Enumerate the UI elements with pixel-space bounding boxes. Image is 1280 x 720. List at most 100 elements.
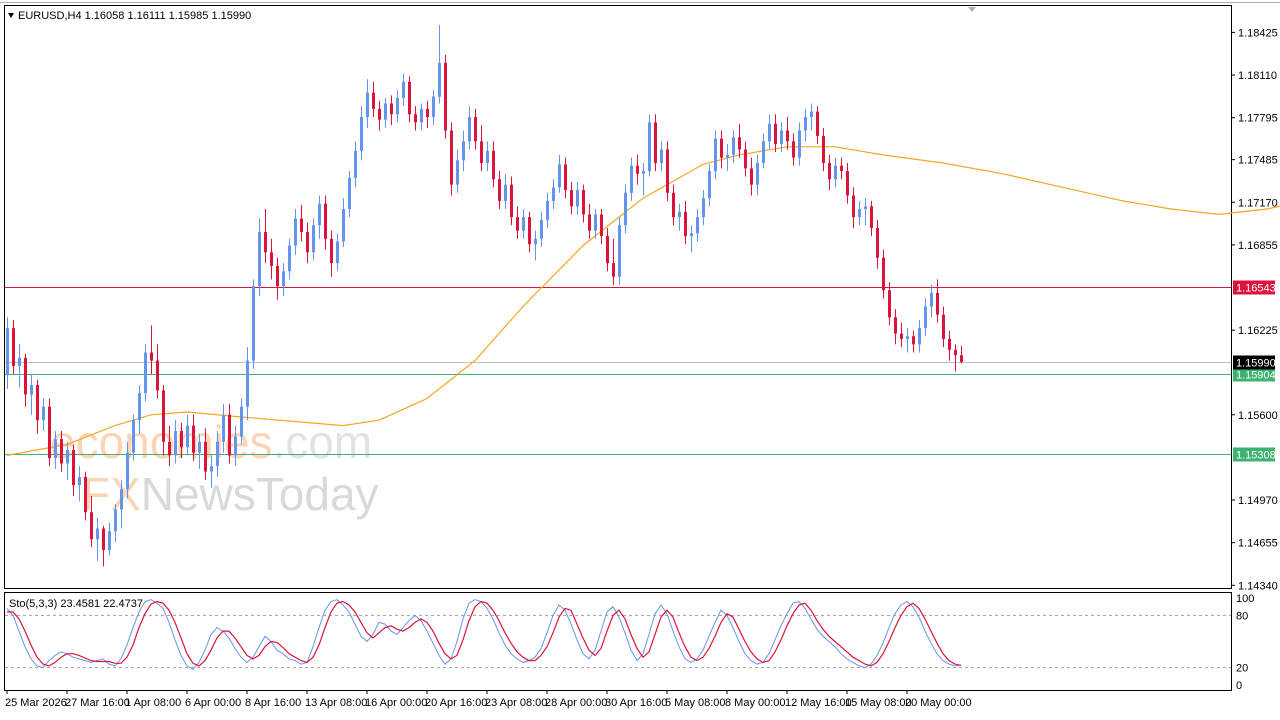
candle bbox=[540, 211, 543, 247]
candle bbox=[546, 192, 549, 228]
candle-body bbox=[942, 314, 945, 339]
candle bbox=[30, 374, 33, 415]
candle-body bbox=[192, 425, 195, 453]
stochastic-scale-label: 100 bbox=[1236, 593, 1254, 605]
candle bbox=[378, 100, 381, 131]
candle bbox=[420, 103, 423, 131]
candle-body bbox=[948, 338, 951, 350]
candle bbox=[624, 184, 627, 234]
level-label-box bbox=[1233, 447, 1275, 462]
candle-body bbox=[30, 384, 33, 395]
candle-body bbox=[618, 225, 621, 277]
candle-body bbox=[876, 227, 879, 258]
candle bbox=[618, 217, 621, 285]
candle bbox=[342, 198, 345, 247]
candle-body bbox=[462, 141, 465, 161]
candle bbox=[798, 122, 801, 166]
dropdown-triangle-icon[interactable] bbox=[8, 13, 14, 18]
candle bbox=[762, 133, 765, 169]
candle bbox=[552, 179, 555, 210]
candle bbox=[348, 171, 351, 218]
candle bbox=[630, 157, 633, 201]
candle bbox=[588, 203, 591, 239]
candle bbox=[246, 347, 249, 421]
candle-body bbox=[606, 236, 609, 264]
candle bbox=[156, 344, 159, 399]
price-tick-label: 1.14340 bbox=[1238, 580, 1278, 592]
candle bbox=[366, 79, 369, 128]
candle-body bbox=[228, 414, 231, 456]
candle bbox=[876, 219, 879, 269]
candle-body bbox=[594, 214, 597, 231]
candle bbox=[48, 398, 51, 467]
time-tick-label: 6 Apr 00:00 bbox=[185, 697, 241, 709]
candle bbox=[786, 116, 789, 150]
candle-body bbox=[900, 333, 903, 339]
candle-body bbox=[360, 116, 363, 151]
candle-body bbox=[642, 171, 645, 174]
candle-body bbox=[252, 286, 255, 361]
time-tick-label: 20 May 00:00 bbox=[905, 697, 972, 709]
candle-body bbox=[486, 150, 489, 164]
candle bbox=[906, 328, 909, 353]
candle-body bbox=[264, 232, 267, 253]
candle bbox=[396, 89, 399, 123]
candle bbox=[414, 106, 417, 131]
candle bbox=[924, 298, 927, 337]
candle-body bbox=[864, 206, 867, 210]
level-label: 1.15308 bbox=[1236, 450, 1276, 462]
candle-body bbox=[936, 292, 939, 315]
candle bbox=[150, 325, 153, 375]
candle bbox=[60, 430, 63, 472]
candle bbox=[810, 103, 813, 131]
candle bbox=[96, 517, 99, 561]
candle bbox=[936, 279, 939, 323]
candle bbox=[42, 398, 45, 431]
candle bbox=[132, 414, 135, 461]
price-panel-frame bbox=[4, 5, 1232, 589]
candle-body bbox=[234, 436, 237, 456]
candle-body bbox=[414, 114, 417, 123]
candle-body bbox=[804, 116, 807, 131]
candle-body bbox=[588, 214, 591, 231]
candle-body bbox=[726, 154, 729, 158]
candle bbox=[774, 114, 777, 153]
oscillator-header: Sto(5,3,3) 23.4581 22.4737 bbox=[9, 598, 143, 610]
price-tick-label: 1.14655 bbox=[1238, 538, 1278, 550]
candle bbox=[558, 154, 561, 193]
current-price-label: 1.15990 bbox=[1236, 358, 1276, 370]
price-tick-label: 1.18425 bbox=[1238, 27, 1278, 39]
candle bbox=[564, 157, 567, 199]
symbol-header: EURUSD,H4 1.16058 1.16111 1.15985 1.1599… bbox=[18, 10, 251, 22]
candle bbox=[846, 163, 849, 204]
candle-body bbox=[144, 352, 147, 394]
candle bbox=[84, 471, 87, 521]
candle bbox=[162, 384, 165, 456]
candle bbox=[120, 479, 123, 529]
candle-body bbox=[186, 425, 189, 448]
candle-body bbox=[918, 328, 921, 345]
candle-body bbox=[240, 406, 243, 437]
candle bbox=[216, 430, 219, 478]
candle-body bbox=[120, 489, 123, 510]
time-tick-label: 27 Mar 16:00 bbox=[65, 697, 130, 709]
candle bbox=[714, 130, 717, 180]
candle bbox=[12, 320, 15, 375]
candle bbox=[894, 309, 897, 345]
candle bbox=[432, 89, 435, 126]
time-tick-label: 28 Apr 00:00 bbox=[545, 697, 607, 709]
candle-body bbox=[384, 103, 387, 120]
candle-body bbox=[822, 135, 825, 164]
candle bbox=[504, 173, 507, 210]
candle bbox=[528, 211, 531, 253]
candle bbox=[576, 181, 579, 215]
candle bbox=[240, 398, 243, 445]
stochastic-scale-label: 0 bbox=[1236, 680, 1242, 692]
shift-marker-icon[interactable] bbox=[968, 7, 976, 12]
stochastic-d-line bbox=[7, 600, 962, 667]
time-tick-label: 8 May 00:00 bbox=[725, 697, 786, 709]
candle bbox=[78, 466, 81, 502]
time-tick-label: 16 Apr 00:00 bbox=[365, 697, 427, 709]
candle bbox=[360, 106, 363, 161]
candle-body bbox=[450, 130, 453, 185]
